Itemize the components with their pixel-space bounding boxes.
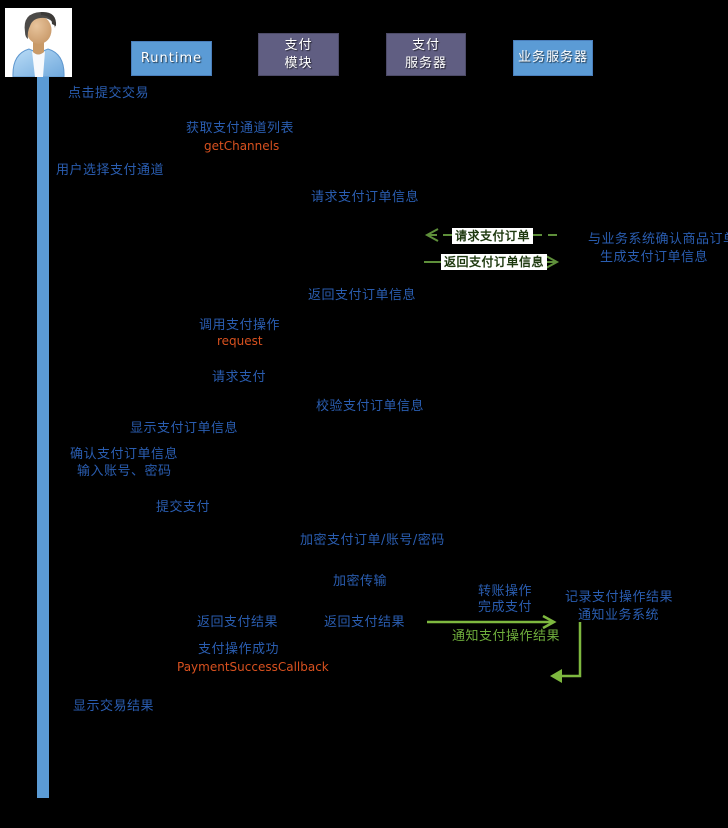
participant-business-server: 业务服务器 [513, 40, 593, 76]
participant-payment-server: 支付 服务器 [386, 33, 466, 76]
msg-request-payment: 请求支付 [212, 370, 267, 385]
user-actor-card [5, 8, 72, 78]
msg-notify-result: 通知支付操作结果 [452, 629, 561, 644]
msg-record-result-1: 记录支付操作结果 [565, 590, 674, 605]
msg-enter-account-password: 输入账号、密码 [77, 464, 172, 479]
msg-return-order-info: 返回支付订单信息 [308, 288, 417, 303]
msg-get-channels: 获取支付通道列表 [186, 121, 295, 136]
participant-payment-server-label-1: 支付 [411, 37, 440, 53]
msg-show-order-info: 显示支付订单信息 [130, 421, 239, 436]
participant-payment-server-label-2: 服务器 [404, 55, 447, 71]
msg-request-order-info: 请求支付订单信息 [311, 190, 420, 205]
arrow-label-return-order-info: 返回支付订单信息 [441, 254, 548, 270]
msg-submit-payment: 提交支付 [156, 500, 211, 515]
participant-payment-module-label-2: 模块 [284, 55, 313, 71]
participant-payment-module-label-1: 支付 [284, 37, 313, 53]
msg-call-payment-op: 调用支付操作 [199, 318, 281, 333]
user-avatar-icon [5, 11, 72, 81]
msg-encrypt-order: 加密支付订单/账号/密码 [300, 533, 445, 548]
msg-transfer-op-2: 完成支付 [478, 600, 533, 615]
msg-click-submit: 点击提交交易 [68, 86, 150, 101]
msg-encrypted-transfer: 加密传输 [333, 574, 388, 589]
user-lifeline-activation-bar [37, 77, 49, 798]
participant-business-server-label: 业务服务器 [517, 50, 588, 66]
msg-confirm-with-business-1: 与业务系统确认商品订单 [588, 232, 728, 247]
participant-payment-module: 支付 模块 [258, 33, 339, 76]
msg-get-channels-method: getChannels [204, 139, 280, 153]
msg-verify-order-info: 校验支付订单信息 [316, 399, 425, 414]
participant-runtime: Runtime [131, 41, 212, 76]
msg-confirm-order-info: 确认支付订单信息 [70, 447, 179, 462]
participant-runtime-label: Runtime [140, 50, 203, 66]
arrow-notify-result-right [427, 614, 557, 630]
msg-request-method: request [217, 334, 263, 348]
msg-confirm-with-business-2: 生成支付订单信息 [600, 250, 709, 265]
msg-success-callback-method: PaymentSuccessCallback [177, 660, 329, 674]
msg-return-result-left: 返回支付结果 [197, 615, 279, 630]
msg-user-select-channel: 用户选择支付通道 [56, 163, 165, 178]
msg-return-result-mid: 返回支付结果 [324, 615, 406, 630]
msg-transfer-op-1: 转账操作 [478, 584, 533, 599]
msg-show-transaction-result: 显示交易结果 [73, 699, 155, 714]
msg-payment-success: 支付操作成功 [198, 642, 280, 657]
arrow-label-request-order: 请求支付订单 [452, 228, 534, 244]
msg-record-result-2: 通知业务系统 [578, 608, 660, 623]
arrow-business-selfloop-return [550, 622, 582, 683]
